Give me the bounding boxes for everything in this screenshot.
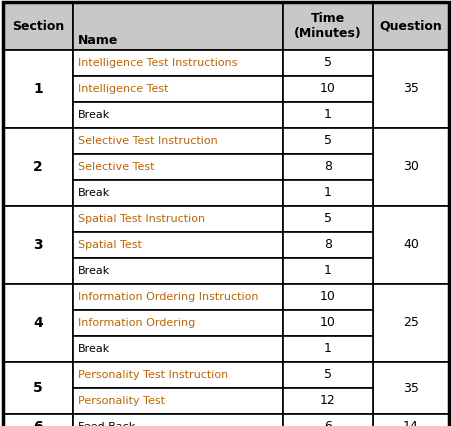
Bar bbox=[73, 232, 282, 258]
Text: Intelligence Test: Intelligence Test bbox=[78, 84, 168, 94]
Bar bbox=[73, 284, 282, 310]
Text: 1: 1 bbox=[323, 265, 331, 277]
Bar bbox=[3, 2, 73, 50]
Bar bbox=[73, 310, 282, 336]
Bar bbox=[372, 2, 448, 50]
Bar bbox=[372, 50, 448, 128]
Bar bbox=[73, 50, 282, 76]
Text: Personality Test: Personality Test bbox=[78, 396, 165, 406]
Text: 5: 5 bbox=[33, 381, 43, 395]
Bar bbox=[73, 128, 282, 154]
Bar bbox=[282, 388, 372, 414]
Text: Break: Break bbox=[78, 266, 110, 276]
Text: 3: 3 bbox=[33, 238, 43, 252]
Text: 2: 2 bbox=[33, 160, 43, 174]
Bar bbox=[73, 362, 282, 388]
Text: Spatial Test: Spatial Test bbox=[78, 240, 142, 250]
Text: Section: Section bbox=[12, 20, 64, 32]
Bar bbox=[73, 180, 282, 206]
Bar bbox=[372, 128, 448, 206]
Text: 10: 10 bbox=[319, 83, 335, 95]
Text: 35: 35 bbox=[402, 83, 418, 95]
Bar bbox=[73, 206, 282, 232]
Bar bbox=[73, 2, 282, 50]
Text: 35: 35 bbox=[402, 382, 418, 394]
Text: 8: 8 bbox=[323, 161, 331, 173]
Text: Selective Test: Selective Test bbox=[78, 162, 154, 172]
Bar bbox=[282, 284, 372, 310]
Bar bbox=[282, 2, 372, 50]
Bar bbox=[73, 336, 282, 362]
Bar bbox=[282, 76, 372, 102]
Text: 6: 6 bbox=[33, 420, 43, 426]
Bar bbox=[282, 50, 372, 76]
Bar bbox=[73, 388, 282, 414]
Text: 14: 14 bbox=[402, 420, 418, 426]
Bar bbox=[73, 414, 282, 426]
Bar bbox=[282, 180, 372, 206]
Text: 25: 25 bbox=[402, 317, 418, 329]
Text: 6: 6 bbox=[323, 420, 331, 426]
Text: Name: Name bbox=[78, 34, 118, 46]
Text: Spatial Test Instruction: Spatial Test Instruction bbox=[78, 214, 205, 224]
Text: 5: 5 bbox=[323, 213, 331, 225]
Text: 1: 1 bbox=[323, 109, 331, 121]
Text: Information Ordering: Information Ordering bbox=[78, 318, 195, 328]
Text: 8: 8 bbox=[323, 239, 331, 251]
Text: Feed Back: Feed Back bbox=[78, 422, 135, 426]
Text: Selective Test Instruction: Selective Test Instruction bbox=[78, 136, 217, 146]
Text: 1: 1 bbox=[323, 187, 331, 199]
Text: 1: 1 bbox=[33, 82, 43, 96]
Text: 10: 10 bbox=[319, 317, 335, 329]
Text: 40: 40 bbox=[402, 239, 418, 251]
Text: Break: Break bbox=[78, 110, 110, 120]
Text: Break: Break bbox=[78, 188, 110, 198]
Bar bbox=[282, 232, 372, 258]
Bar bbox=[282, 258, 372, 284]
Text: 5: 5 bbox=[323, 368, 331, 382]
Bar bbox=[372, 362, 448, 414]
Bar bbox=[3, 128, 73, 206]
Bar bbox=[3, 414, 73, 426]
Text: 5: 5 bbox=[323, 57, 331, 69]
Bar bbox=[282, 102, 372, 128]
Bar bbox=[372, 414, 448, 426]
Bar bbox=[73, 258, 282, 284]
Bar bbox=[73, 154, 282, 180]
Bar bbox=[282, 310, 372, 336]
Bar bbox=[3, 206, 73, 284]
Bar bbox=[282, 414, 372, 426]
Bar bbox=[73, 76, 282, 102]
Text: Question: Question bbox=[379, 20, 442, 32]
Bar bbox=[73, 102, 282, 128]
Bar bbox=[282, 128, 372, 154]
Text: 10: 10 bbox=[319, 291, 335, 303]
Text: 4: 4 bbox=[33, 316, 43, 330]
Bar bbox=[282, 336, 372, 362]
Text: 30: 30 bbox=[402, 161, 418, 173]
Text: Information Ordering Instruction: Information Ordering Instruction bbox=[78, 292, 258, 302]
Bar bbox=[3, 284, 73, 362]
Text: Break: Break bbox=[78, 344, 110, 354]
Text: 5: 5 bbox=[323, 135, 331, 147]
Text: 1: 1 bbox=[323, 343, 331, 356]
Text: Time
(Minutes): Time (Minutes) bbox=[294, 12, 361, 40]
Text: Intelligence Test Instructions: Intelligence Test Instructions bbox=[78, 58, 237, 68]
Bar bbox=[372, 206, 448, 284]
Bar bbox=[372, 284, 448, 362]
Bar bbox=[282, 362, 372, 388]
Bar bbox=[282, 206, 372, 232]
Text: Personality Test Instruction: Personality Test Instruction bbox=[78, 370, 228, 380]
Bar bbox=[282, 154, 372, 180]
Text: 12: 12 bbox=[319, 394, 335, 408]
Bar bbox=[3, 50, 73, 128]
Bar bbox=[3, 362, 73, 414]
